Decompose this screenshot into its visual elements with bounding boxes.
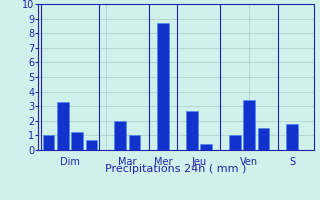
Bar <box>86 140 97 150</box>
Text: Mer: Mer <box>154 157 172 167</box>
Bar <box>129 135 140 150</box>
Text: Ven: Ven <box>240 157 258 167</box>
Text: S: S <box>289 157 295 167</box>
Bar <box>229 135 241 150</box>
Text: Mar: Mar <box>118 157 137 167</box>
Bar <box>286 124 298 150</box>
Bar <box>71 132 83 150</box>
Bar <box>157 23 169 150</box>
Bar <box>186 111 197 150</box>
X-axis label: Précipitations 24h ( mm ): Précipitations 24h ( mm ) <box>105 164 247 174</box>
Bar <box>43 135 54 150</box>
Bar <box>57 102 68 150</box>
Bar <box>114 121 126 150</box>
Bar <box>258 128 269 150</box>
Text: Dim: Dim <box>60 157 80 167</box>
Text: Jeu: Jeu <box>191 157 206 167</box>
Bar <box>244 100 255 150</box>
Bar <box>200 144 212 150</box>
